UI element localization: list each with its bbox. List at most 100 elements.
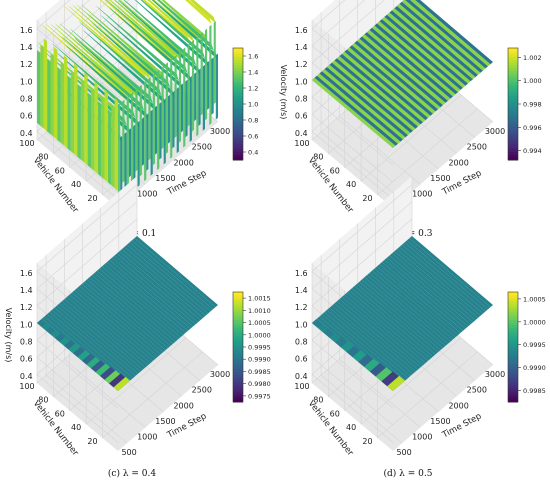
surface-strip (80, 3, 164, 79)
surface-strip (410, 0, 491, 67)
z-tick-label: 0.8 (295, 338, 308, 347)
colorbar-swatch (508, 76, 518, 80)
surface-face (211, 57, 214, 115)
colorbar-swatch (233, 358, 243, 362)
surface-strip (94, 270, 178, 342)
x-tick-label: 3000 (210, 127, 230, 136)
colorbar-tick-label: 0.4 (248, 149, 258, 157)
surface-strip (327, 64, 411, 136)
colorbar-tick-label: 0.994 (523, 147, 542, 155)
surface-face (209, 24, 212, 126)
x-tick-label: 2000 (173, 158, 193, 167)
surface-strip (332, 60, 416, 131)
surface-face (183, 47, 186, 148)
surface-strip (322, 69, 406, 140)
x-tick-label: 3000 (485, 127, 505, 136)
surface-strip (92, 273, 176, 344)
y-tick-label: 40 (71, 423, 81, 432)
colorbar-swatch (233, 338, 243, 342)
surface-face (120, 135, 123, 194)
z-tick-label: 1.0 (295, 320, 308, 329)
colorbar-swatch (508, 67, 518, 71)
colorbar-swatch (233, 56, 243, 60)
surface-face (139, 84, 142, 177)
colorbar-swatch (508, 104, 518, 108)
surface-strip (156, 0, 203, 42)
surface-strip (124, 244, 208, 316)
surface-strip (104, 262, 188, 333)
surface-face (114, 98, 118, 191)
surface-strip (87, 12, 171, 89)
colorbar: 0.9975 0.9980 0.9985 0.9990 0.9995 1.0000 1.00… (232, 291, 271, 403)
surface-face (200, 32, 203, 116)
surface-strip (397, 3, 481, 75)
y-tick-label: 100 (19, 382, 34, 391)
surface-wave (55, 333, 65, 342)
surface-strip (104, 0, 173, 61)
colorbar-swatch (233, 118, 243, 122)
surface-strip (97, 268, 181, 340)
surface-strip (67, 294, 151, 366)
surface-strip (74, 288, 158, 359)
z-tick-label: 1.0 (20, 320, 33, 329)
surface-face (104, 89, 108, 183)
surface-strip (52, 307, 136, 379)
surface-face (207, 60, 210, 110)
y-tick-label: 40 (346, 180, 356, 189)
surface-strip (382, 259, 466, 331)
surface-strip (99, 0, 168, 62)
colorbar-swatch (233, 53, 243, 57)
colorbar-swatch (508, 115, 518, 119)
colorbar-swatch (233, 67, 243, 71)
colorbar-swatch (508, 157, 518, 161)
surface-face (174, 54, 177, 139)
surface-strip (87, 277, 171, 348)
surface-face (47, 58, 51, 135)
surface-strip (347, 47, 431, 118)
colorbar-tick-label: 1.6 (248, 53, 258, 61)
surface-face (111, 103, 115, 188)
surface-wave (77, 350, 90, 361)
surface-strip (344, 292, 428, 364)
colorbar-swatch (233, 95, 243, 99)
z-tick-label: 0.4 (295, 372, 308, 381)
colorbar-swatch (508, 382, 518, 386)
surface-face (87, 92, 91, 169)
colorbar-swatch (508, 325, 518, 329)
surface-strip (364, 32, 448, 103)
colorbar-swatch (233, 371, 243, 375)
surface-wave (109, 373, 125, 388)
colorbar-swatch (233, 327, 243, 331)
surface-strip (329, 305, 413, 376)
y-tick-label: 20 (87, 437, 97, 446)
surface-strip (106, 0, 188, 74)
colorbar-swatch (508, 137, 518, 141)
x-tick-label: 2000 (448, 158, 468, 167)
surface-strip (357, 281, 441, 353)
colorbar-swatch (233, 344, 243, 348)
surface-strip (324, 309, 408, 381)
colorbar-swatch (508, 322, 518, 326)
surface-face (43, 38, 48, 132)
colorbar-swatch (233, 84, 243, 88)
y-tick-label: 80 (313, 396, 323, 405)
surface-strip (389, 10, 473, 82)
surface-wave (352, 350, 367, 362)
x-axis-label: Time Step (165, 411, 208, 440)
surface-strip (69, 292, 153, 364)
surface-strip (394, 249, 478, 321)
colorbar-swatch (233, 87, 243, 91)
surface-strip (415, 0, 493, 65)
z-axis-label: Velocity (m/s) (279, 65, 288, 120)
surface (37, 236, 218, 391)
colorbar-swatch (508, 399, 518, 403)
x-tick-label: 3000 (210, 370, 230, 379)
surface-face (213, 21, 216, 105)
colorbar-swatch (233, 148, 243, 153)
colorbar-tick-label: 1.0000 (248, 331, 271, 339)
y-tick-label: 100 (294, 382, 309, 391)
surface-wave (50, 330, 60, 339)
z-tick-label: 0.6 (20, 112, 33, 121)
surface (312, 0, 493, 148)
surface-strip (82, 281, 166, 353)
